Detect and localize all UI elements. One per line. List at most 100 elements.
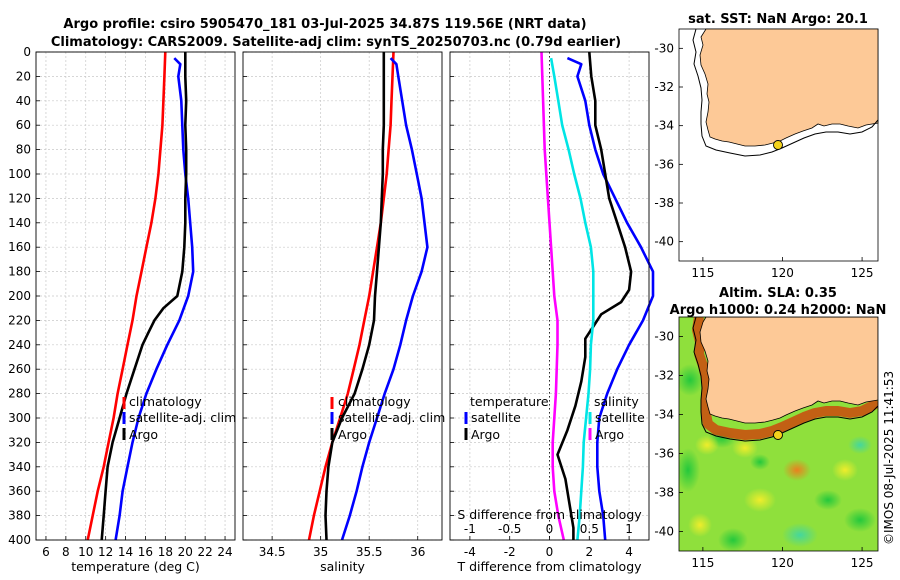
legend-label-argo: Argo <box>338 427 367 442</box>
map-y-tick-label: -32 <box>654 80 674 94</box>
y-tick-label: 400 <box>8 533 31 547</box>
y-tick-label: 40 <box>16 94 31 108</box>
x-top-tick-label: 1 <box>625 522 633 536</box>
plot-frame <box>242 51 443 541</box>
series-line-satellite-adj-clim <box>340 57 429 541</box>
sst-map: 115 120 125 -30 -32 -34 -36 -38 -40 <box>654 28 879 280</box>
profile-title: Argo profile: csiro 5905470_181 03-Jul-2… <box>63 17 586 32</box>
x-tick-label: 8 <box>62 545 70 559</box>
land-mass <box>699 317 878 424</box>
sla-anomaly <box>679 448 700 492</box>
shelf-contour <box>692 317 878 442</box>
temperature-profile-panel: 6 8 10 12 14 16 18 20 22 240204060801001201401601… <box>8 45 236 574</box>
x-tick-label: 22 <box>198 545 213 559</box>
series-line-temperature-satellite <box>566 56 655 541</box>
x-tick-label: -4 <box>464 545 476 559</box>
sla-anomaly <box>844 508 876 532</box>
x-tick-label: 14 <box>118 545 133 559</box>
y-tick-label: 340 <box>8 460 31 474</box>
y-tick-label: 300 <box>8 411 31 425</box>
map-y-tick-label: -30 <box>654 330 674 344</box>
plot-frame <box>449 51 650 541</box>
y-tick-label: 0 <box>23 45 31 59</box>
legend-title-salinity: salinity <box>594 394 639 409</box>
sst-map-title: sat. SST: NaN Argo: 20.1 <box>688 12 868 27</box>
y-tick-label: 80 <box>16 143 31 157</box>
y-tick-label: 200 <box>8 289 31 303</box>
map-y-tick-label: -36 <box>654 447 674 461</box>
sla-anomaly <box>718 528 748 551</box>
sla-anomaly <box>695 435 719 455</box>
x-tick-label: 20 <box>178 545 193 559</box>
series-line-satellite-adj-clim <box>114 57 195 541</box>
legend-label-temp-satellite: satellite <box>471 410 521 425</box>
y-tick-label: 240 <box>8 338 31 352</box>
y-tick-label: 220 <box>8 313 31 327</box>
legend-label-sal-satellite: satellite <box>595 410 645 425</box>
sla-anomaly <box>679 364 704 396</box>
x-tick-label: 34.5 <box>259 545 286 559</box>
x-tick-label: 12 <box>98 545 113 559</box>
y-tick-label: 180 <box>8 265 31 279</box>
plot-frame <box>35 51 236 541</box>
x-axis-label-top: S difference from climatology <box>457 507 642 522</box>
map-y-tick-label: -40 <box>654 525 674 539</box>
series-line-argo <box>100 52 188 541</box>
series-line-salinity-argo <box>540 51 566 541</box>
map-y-tick-label: -32 <box>654 369 674 383</box>
sla-anomaly <box>750 454 770 470</box>
y-tick-label: 120 <box>8 191 31 205</box>
series-line-climatology <box>86 51 167 541</box>
sla-anomaly <box>732 438 758 458</box>
sla-anomaly <box>744 488 776 512</box>
x-tick-label: 6 <box>42 545 50 559</box>
sla-anomaly <box>848 436 872 454</box>
y-tick-label: 20 <box>16 69 31 83</box>
x-tick-label: 4 <box>625 545 633 559</box>
land-mass <box>699 28 879 147</box>
sst-map-ticks: 115 120 125 -30 -32 -34 -36 -38 -40 <box>654 41 873 280</box>
x-tick-label: 16 <box>138 545 153 559</box>
map-y-tick-label: -36 <box>654 157 674 171</box>
argo-height-title: Argo h1000: 0.24 h2000: NaN <box>670 303 887 318</box>
map-y-tick-label: -34 <box>654 119 674 133</box>
sla-map: 115 120 125 -30 -32 -34 -36 -38 -40 <box>654 316 879 570</box>
sla-anomaly <box>783 459 811 481</box>
salinity-legend: climatology satellite-adj. clim Argo <box>330 394 445 442</box>
x-tick-label: 10 <box>78 545 93 559</box>
map-x-tick-label: 115 <box>691 556 714 570</box>
imos-watermark: ©IMOS 08-Jul-2025 11:41:53 <box>882 371 896 545</box>
map-y-tick-label: -38 <box>654 486 674 500</box>
series-line-argo <box>324 52 386 541</box>
temperature-legend: climatology satellite-adj. clim Argo <box>122 394 236 442</box>
difference-legend: temperature satellite Argo salinity sate… <box>464 394 645 442</box>
x-tick-label: 0 <box>546 545 554 559</box>
y-tick-label: 280 <box>8 387 31 401</box>
sla-map-title: Altim. SLA: 0.35 <box>719 286 837 301</box>
legend-label-satellite: satellite-adj. clim <box>338 410 445 425</box>
x-axis-label: salinity <box>320 559 365 574</box>
salinity-profile-panel: 34.5 35 35.5 36 salinity <box>242 51 443 574</box>
x-top-tick-label: -1 <box>464 522 476 536</box>
series-line-temperature-argo <box>556 51 633 540</box>
map-x-tick-label: 115 <box>691 266 714 280</box>
x-top-tick-label: -0.5 <box>498 522 521 536</box>
map-x-tick-label: 120 <box>771 266 794 280</box>
y-tick-label: 160 <box>8 240 31 254</box>
coastal-anomaly-band <box>692 317 878 440</box>
y-tick-label: 260 <box>8 362 31 376</box>
map-y-tick-label: -40 <box>654 235 674 249</box>
sla-anomaly <box>782 523 818 547</box>
x-tick-label: 2 <box>585 545 593 559</box>
x-axis-label: temperature (deg C) <box>71 559 200 574</box>
x-axis-label: T difference from climatology <box>456 559 642 574</box>
sla-field <box>679 317 878 551</box>
sla-anomaly <box>832 459 858 481</box>
x-tick-label: -2 <box>504 545 516 559</box>
argo-float-marker <box>773 430 783 440</box>
x-tick-label: 24 <box>217 545 232 559</box>
map-x-tick-label: 125 <box>851 556 874 570</box>
legend-label-climatology: climatology <box>338 394 411 409</box>
y-tick-label: 60 <box>16 118 31 132</box>
